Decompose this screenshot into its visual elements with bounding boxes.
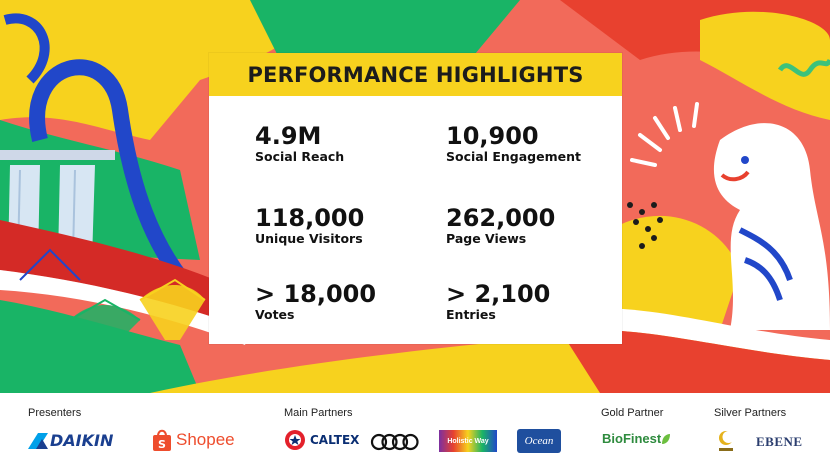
silver-partners-heading: Silver Partners	[714, 407, 787, 419]
biofinest-wordmark: BioFinest	[602, 431, 662, 446]
holistic-way-logo: Holistic Way	[439, 430, 497, 452]
metric-value: > 18,000	[255, 280, 377, 308]
metric-value: 262,000	[446, 204, 556, 232]
presenters-heading: Presenters	[28, 407, 82, 419]
silver-partner-crescent-logo	[716, 429, 736, 453]
metric-value: 118,000	[255, 204, 365, 232]
caltex-logo: CALTEX	[284, 429, 359, 451]
metric-value: 4.9M	[255, 122, 322, 150]
metric-entries: > 2,100 Entries	[446, 281, 626, 322]
shopping-bag-icon: S	[153, 429, 171, 451]
daikin-mark-icon	[28, 432, 48, 449]
main-partners-heading: Main Partners	[284, 407, 353, 419]
metric-social-engagement: 10,900 Social Engagement	[446, 123, 626, 164]
daikin-logo: DAIKIN	[28, 431, 113, 450]
metric-votes: > 18,000 Votes	[255, 281, 435, 322]
performance-highlights-card: PERFORMANCE HIGHLIGHTS 4.9M Social Reach…	[209, 53, 622, 344]
shopee-wordmark: Shopee	[176, 430, 235, 449]
gold-partner-heading: Gold Partner	[601, 407, 664, 419]
metric-page-views: 262,000 Page Views	[446, 205, 626, 246]
ocean-health-logo: Ocean	[517, 429, 561, 453]
caltex-star-icon	[285, 430, 305, 450]
biofinest-logo: BioFinest	[602, 431, 671, 446]
daikin-wordmark: DAIKIN	[50, 431, 114, 450]
metric-label: Votes	[255, 307, 295, 322]
card-title: PERFORMANCE HIGHLIGHTS	[247, 62, 584, 87]
holistic-way-wordmark: Holistic Way	[447, 437, 489, 445]
caltex-wordmark: CALTEX	[310, 433, 360, 447]
metric-label: Entries	[446, 307, 496, 322]
ebene-wordmark: EBENE	[756, 434, 803, 449]
metric-label: Page Views	[446, 231, 527, 246]
crescent-icon	[719, 431, 735, 451]
metric-social-reach: 4.9M Social Reach	[255, 123, 435, 164]
card-header: PERFORMANCE HIGHLIGHTS	[209, 53, 622, 96]
metric-label: Social Engagement	[446, 149, 581, 164]
ocean-wordmark: Ocean	[524, 435, 554, 447]
audi-logo	[370, 433, 420, 451]
ebene-logo: EBENE	[756, 434, 803, 450]
shopee-logo: S Shopee	[152, 428, 235, 452]
metric-label: Social Reach	[255, 149, 345, 164]
sponsors-footer: Presenters Main Partners Gold Partner Si…	[0, 393, 830, 468]
svg-text:S: S	[158, 438, 166, 451]
metric-value: > 2,100	[446, 280, 551, 308]
audi-rings-icon	[370, 433, 419, 451]
metric-label: Unique Visitors	[255, 231, 363, 246]
leaf-icon	[662, 433, 671, 444]
metric-unique-visitors: 118,000 Unique Visitors	[255, 205, 435, 246]
metric-value: 10,900	[446, 122, 539, 150]
